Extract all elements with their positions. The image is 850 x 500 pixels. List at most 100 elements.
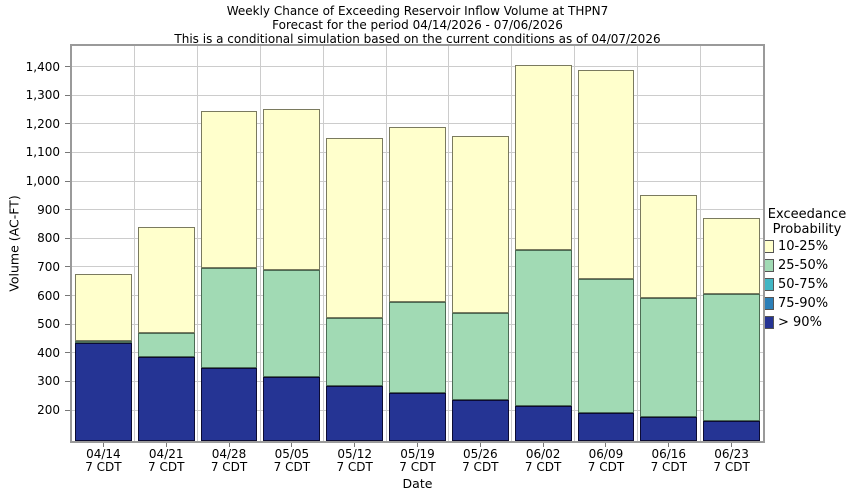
x-tick-label: 06/23 7 CDT bbox=[702, 448, 762, 474]
bar-segment bbox=[703, 218, 760, 294]
y-tick-mark bbox=[65, 66, 70, 68]
x-axis-label: Date bbox=[402, 476, 433, 491]
y-tick-label: 300 bbox=[37, 374, 60, 389]
bar-segment bbox=[263, 108, 321, 270]
x-tick-label: 06/09 7 CDT bbox=[576, 448, 636, 474]
x-tick-label: 06/16 7 CDT bbox=[639, 448, 699, 474]
y-tick-mark bbox=[65, 409, 70, 411]
gridline-vertical bbox=[636, 46, 638, 441]
x-tick-date: 04/14 bbox=[86, 447, 121, 461]
x-tick-label: 04/14 7 CDT bbox=[73, 448, 133, 474]
x-tick-label: 05/19 7 CDT bbox=[388, 448, 448, 474]
legend-item: 50-75% bbox=[764, 275, 850, 294]
x-tick-time: 7 CDT bbox=[273, 460, 311, 474]
y-tick-mark bbox=[65, 237, 70, 239]
legend-label: 50-75% bbox=[778, 277, 829, 292]
legend-item: 10-25% bbox=[764, 237, 850, 256]
legend-item: 75-90% bbox=[764, 294, 850, 313]
bar-segment bbox=[75, 341, 132, 344]
y-tick-mark bbox=[65, 352, 70, 354]
y-tick-mark bbox=[65, 180, 70, 182]
y-tick-mark bbox=[65, 266, 70, 268]
y-tick-mark bbox=[65, 151, 70, 153]
x-tick-mark bbox=[354, 443, 356, 447]
x-tick-date: 06/23 bbox=[714, 447, 749, 461]
bar-segment bbox=[640, 416, 698, 441]
x-tick-time: 7 CDT bbox=[587, 460, 625, 474]
chart-subtitle-period: Forecast for the period 04/14/2026 - 07/… bbox=[272, 18, 563, 32]
gridline-vertical bbox=[448, 46, 450, 441]
y-tick-mark bbox=[65, 209, 70, 211]
gridline-vertical bbox=[197, 46, 199, 441]
legend-label: > 90% bbox=[778, 315, 822, 330]
legend-label: 10-25% bbox=[778, 239, 829, 254]
bar-segment bbox=[137, 227, 195, 333]
x-tick-time: 7 CDT bbox=[336, 460, 373, 474]
legend: Exceedance Probability 10-25% 25-50% 50-75… bbox=[764, 207, 850, 332]
x-tick-mark bbox=[542, 443, 544, 447]
x-tick-date: 04/28 bbox=[211, 447, 247, 461]
y-tick-mark bbox=[65, 380, 70, 382]
bar-segment bbox=[263, 377, 321, 441]
x-tick-label: 04/28 7 CDT bbox=[199, 448, 259, 474]
x-tick-label: 05/26 7 CDT bbox=[450, 448, 510, 474]
x-tick-date: 06/16 bbox=[651, 447, 687, 461]
x-tick-label: 06/02 7 CDT bbox=[513, 448, 573, 474]
bar-segment bbox=[451, 135, 509, 314]
y-tick-mark bbox=[65, 123, 70, 125]
legend-title-line-2: Probability bbox=[772, 222, 842, 237]
y-tick-label: 1,200 bbox=[25, 116, 60, 131]
x-tick-date: 05/26 bbox=[463, 447, 498, 461]
bar-segment bbox=[514, 406, 572, 441]
x-tick-mark bbox=[668, 443, 670, 447]
bar-segment bbox=[640, 298, 698, 417]
bar-segment bbox=[451, 400, 509, 441]
bar-segment bbox=[577, 70, 635, 279]
x-tick-label: 04/21 7 CDT bbox=[136, 448, 196, 474]
legend-items: 10-25% 25-50% 50-75% 75-90% > 90% bbox=[764, 237, 850, 332]
x-tick-mark bbox=[165, 443, 167, 447]
bar-segment bbox=[326, 317, 384, 387]
gridline-vertical bbox=[322, 46, 324, 441]
x-tick-mark bbox=[605, 443, 607, 447]
bar-segment bbox=[75, 274, 132, 342]
x-tick-date: 06/09 bbox=[588, 447, 624, 461]
x-tick-time: 7 CDT bbox=[713, 460, 750, 474]
bar-segment bbox=[75, 343, 132, 441]
x-tick-date: 05/05 bbox=[274, 447, 310, 461]
x-tick-time: 7 CDT bbox=[85, 460, 122, 474]
gridline-vertical bbox=[574, 46, 576, 441]
x-tick-label: 05/12 7 CDT bbox=[325, 448, 385, 474]
bar-segment bbox=[703, 420, 760, 441]
legend-swatch-icon bbox=[764, 297, 774, 310]
bar-segment bbox=[577, 412, 635, 441]
bar-segment bbox=[577, 278, 635, 413]
y-tick-label: 900 bbox=[37, 202, 60, 217]
x-tick-date: 06/02 bbox=[525, 447, 561, 461]
bar-segment bbox=[389, 127, 446, 302]
x-tick-time: 7 CDT bbox=[462, 460, 499, 474]
x-tick-date: 05/12 bbox=[337, 447, 372, 461]
y-tick-label: 1,100 bbox=[25, 145, 60, 160]
legend-label: 25-50% bbox=[778, 258, 829, 273]
bar-segment bbox=[514, 249, 572, 407]
bar-segment bbox=[389, 301, 446, 393]
gridline-vertical bbox=[699, 46, 701, 441]
y-tick-label: 1,300 bbox=[25, 88, 60, 103]
legend-label: 75-90% bbox=[778, 296, 829, 311]
x-tick-mark bbox=[731, 443, 733, 447]
x-tick-time: 7 CDT bbox=[650, 460, 687, 474]
y-tick-label: 800 bbox=[37, 231, 60, 246]
x-tick-mark bbox=[417, 443, 418, 447]
bar-segment bbox=[326, 386, 384, 441]
bar-segment bbox=[640, 195, 698, 299]
gridline-vertical bbox=[134, 46, 136, 441]
y-tick-mark bbox=[65, 94, 70, 96]
legend-swatch-icon bbox=[764, 316, 774, 329]
x-tick-time: 7 CDT bbox=[210, 460, 248, 474]
gridline-vertical bbox=[511, 46, 513, 441]
x-tick-label: 05/05 7 CDT bbox=[262, 448, 322, 474]
x-tick-time: 7 CDT bbox=[399, 460, 436, 474]
bar-segment bbox=[200, 267, 258, 368]
